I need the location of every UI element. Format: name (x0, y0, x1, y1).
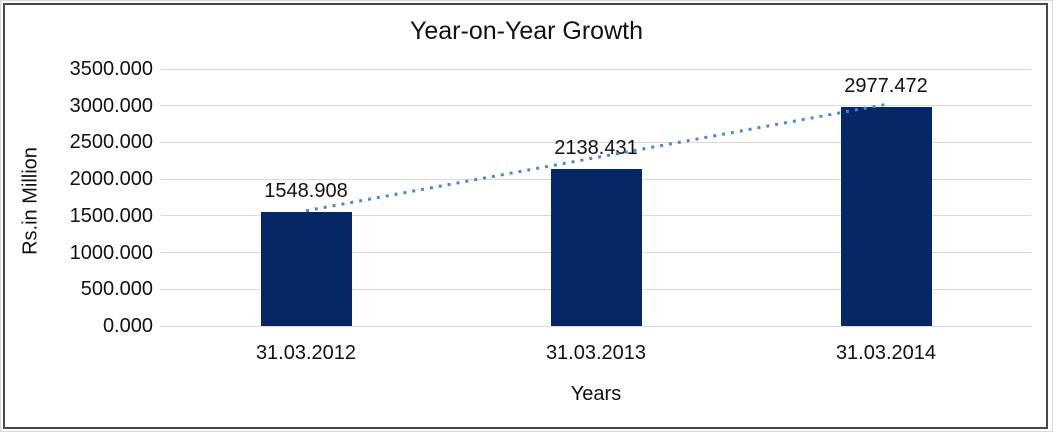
chart-title: Year-on-Year Growth (409, 17, 643, 45)
x-axis-tick-label: 31.03.2013 (545, 342, 647, 364)
y-axis-tick-label: 1500.000 (69, 204, 153, 227)
x-axis-tick-label: 31.03.2014 (835, 342, 937, 364)
y-axis-tick-label: 3000.000 (69, 94, 153, 117)
bar-data-label: 2977.472 (844, 75, 928, 98)
bar-31.03.2013 (550, 168, 642, 326)
bar-data-label: 1548.908 (264, 180, 348, 203)
y-axis-tick-label: 500.000 (80, 278, 153, 301)
gridline (161, 68, 1031, 70)
bar-31.03.2012 (260, 212, 352, 326)
y-axis-tick-label: 1000.000 (69, 241, 153, 264)
gridline (161, 105, 1031, 107)
y-axis-tick-label: 2000.000 (69, 168, 153, 191)
y-axis-title: Rs.in Million (19, 147, 42, 255)
bar-31.03.2014 (840, 107, 932, 326)
bar-data-label: 2138.431 (554, 136, 638, 159)
y-axis-tick-label: 3500.000 (69, 58, 153, 80)
x-axis-title: Years (570, 383, 622, 405)
x-axis-tick-label: 31.03.2012 (255, 342, 357, 364)
y-axis-tick-label: 0.000 (102, 315, 153, 337)
gridline (161, 325, 1031, 327)
y-axis-tick-label: 2500.000 (69, 131, 153, 154)
